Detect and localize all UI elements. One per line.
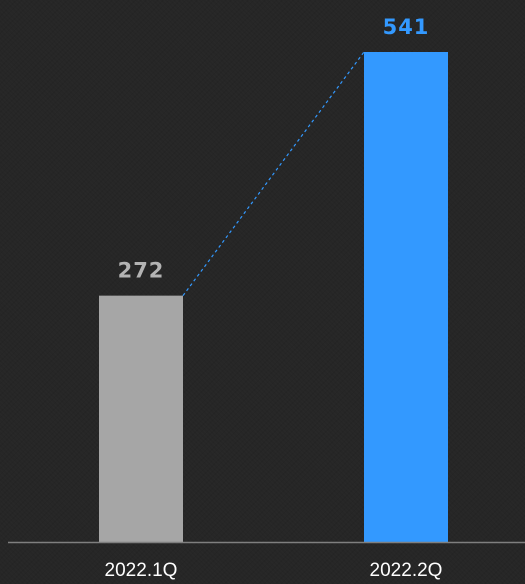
bar-2022-1q — [99, 295, 183, 542]
labels-layer: 272 2022.1Q 541 2022.2Q — [105, 15, 443, 581]
connector-layer — [182, 51, 365, 296]
data-label-2022-2q: 541 — [383, 15, 430, 39]
bars-layer — [99, 52, 448, 542]
x-tick-label-2022-1q: 2022.1Q — [105, 560, 178, 581]
x-tick-label-2022-2q: 2022.2Q — [370, 560, 443, 581]
bar-2022-2q — [364, 52, 448, 542]
growth-connector-line — [182, 51, 365, 296]
data-label-2022-1q: 272 — [118, 259, 165, 283]
